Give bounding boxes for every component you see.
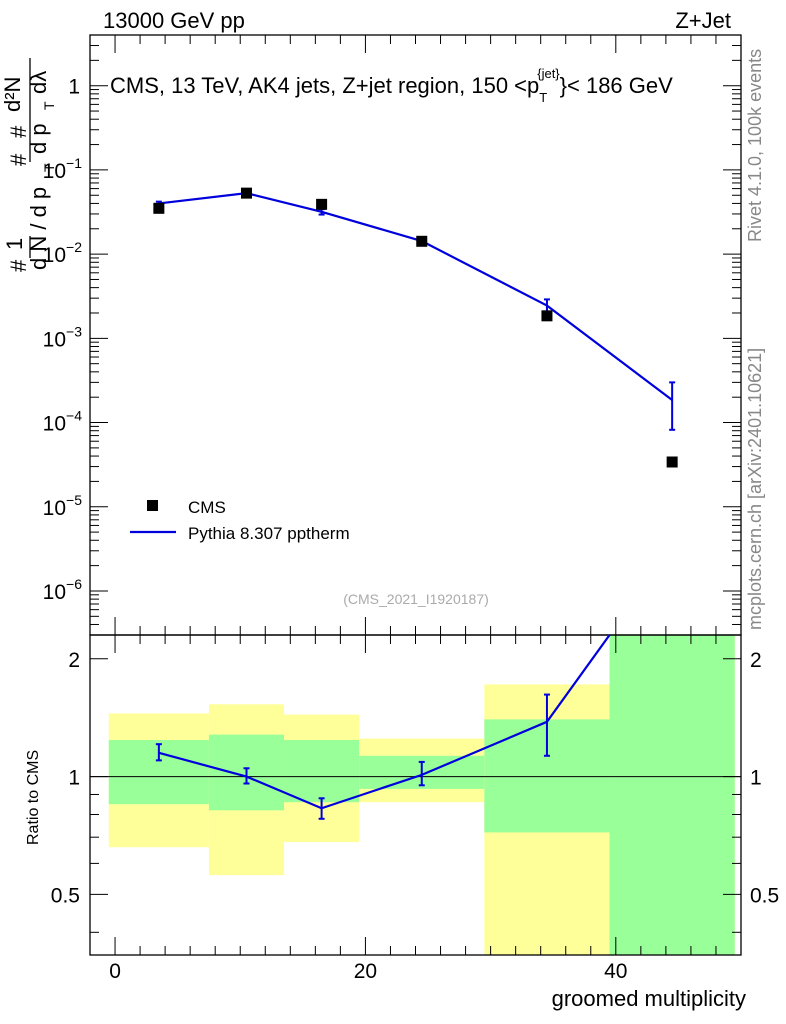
band-green-5 xyxy=(609,635,735,955)
pythia-line xyxy=(158,192,673,401)
main-y-axis-label: # 1 d N / d p T # # d²N d p T dλ xyxy=(0,58,57,272)
xtick-label: 40 xyxy=(604,960,627,983)
cms-data-point xyxy=(416,235,428,247)
main-ytick-label: 10−4 xyxy=(43,408,83,436)
plot-title-sup: {jet} xyxy=(537,66,560,81)
ratio-ytick-label-left: 2 xyxy=(68,649,80,672)
legend: CMS Pythia 8.307 pptherm xyxy=(130,498,350,543)
band-green-2 xyxy=(284,740,360,803)
xtick-label: 20 xyxy=(354,960,377,983)
plot-title-suffix: }< 186 GeV xyxy=(560,73,673,98)
ylabel-one: 1 xyxy=(2,238,27,250)
main-ytick-label: 10−6 xyxy=(43,576,83,604)
main-ytick-label: 10−5 xyxy=(43,492,83,520)
ratio-ytick-label-left: 0.5 xyxy=(51,884,80,907)
plot-title-prefix: CMS, 13 TeV, AK4 jets, Z+jet region, 150… xyxy=(110,73,539,98)
ylabel-hash-3: # xyxy=(6,125,31,138)
ratio-bands xyxy=(108,635,735,955)
ratio-data-layer xyxy=(155,634,611,820)
ylabel-dlambda: dλ xyxy=(26,71,51,94)
cms-data-point xyxy=(666,456,678,468)
cms-data-point xyxy=(153,202,165,214)
ylabel-hash-1: # xyxy=(6,259,31,272)
ylabel-d2N: d²N xyxy=(0,77,25,112)
process-label: Z+Jet xyxy=(675,8,731,33)
main-ytick-label: 10−3 xyxy=(43,323,83,351)
cms-data-point xyxy=(240,187,252,199)
ratio-ytick-label-right: 1 xyxy=(750,767,762,790)
ylabel-dpT: d p xyxy=(26,123,51,154)
ratio-ytick-label-right: 0.5 xyxy=(750,884,779,907)
x-axis-label: groomed multiplicity xyxy=(552,986,746,1011)
main-ytick-label: 1 xyxy=(68,76,80,99)
analysis-watermark: (CMS_2021_I1920187) xyxy=(343,591,489,607)
xtick-label: 0 xyxy=(109,960,121,983)
main-data-layer xyxy=(153,187,678,468)
cms-data-point xyxy=(316,198,328,210)
mcplots-source-label: mcplots.cern.ch [arXiv:2401.10621] xyxy=(745,348,765,630)
rivet-version-label: Rivet 4.1.0, 100k events xyxy=(745,49,765,242)
main-plot-frame xyxy=(89,34,742,636)
energy-label: 13000 GeV pp xyxy=(103,8,245,33)
cms-data-point xyxy=(541,310,553,322)
legend-marker-cms xyxy=(147,500,158,511)
main-ytick-label: 10−2 xyxy=(43,239,83,267)
plot-title-sub: T xyxy=(539,90,547,105)
ylabel-dN: d N / d p xyxy=(26,187,51,270)
ratio-y-axis-label: Ratio to CMS xyxy=(25,750,42,845)
legend-label-cms: CMS xyxy=(188,498,226,517)
ylabel-T1: T xyxy=(41,163,57,172)
ratio-line xyxy=(158,634,611,810)
ratio-ytick-label-left: 1 xyxy=(68,767,80,790)
ratio-ytick-label-right: 2 xyxy=(750,649,762,672)
plot-title: CMS, 13 TeV, AK4 jets, Z+jet region, 150… xyxy=(110,66,673,105)
main-axis-ticks: 1 10−1 10−2 10−3 10−4 10−5 10−6 xyxy=(43,34,742,636)
ylabel-T2: T xyxy=(41,101,57,110)
legend-label-pythia: Pythia 8.307 pptherm xyxy=(188,524,350,543)
ylabel-hash-2: # xyxy=(6,153,31,166)
main-ytick-label: 10−1 xyxy=(43,155,83,183)
